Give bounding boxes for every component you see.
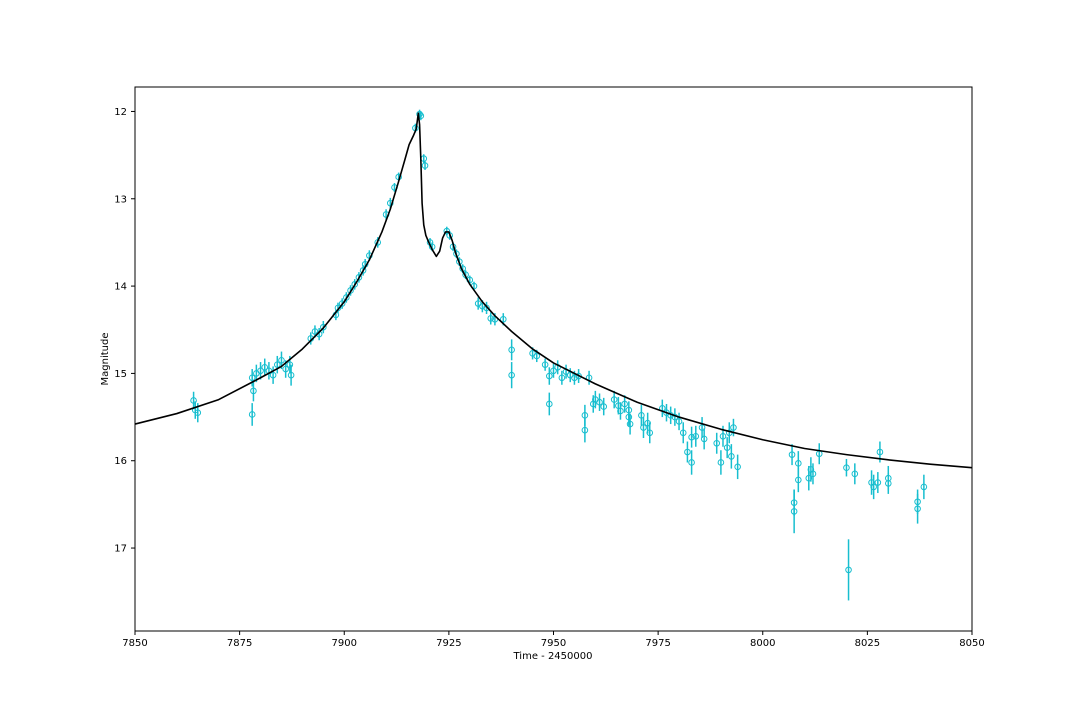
x-tick-label: 8050 [959, 638, 984, 649]
y-axis-label: Magnitude [100, 333, 111, 386]
plot-background [135, 87, 972, 631]
y-tick-label: 12 [114, 107, 127, 118]
x-tick-label: 8000 [750, 638, 775, 649]
x-tick-label: 7850 [122, 638, 147, 649]
x-tick-label: 7875 [227, 638, 252, 649]
y-tick-label: 15 [114, 369, 127, 380]
y-axis-ticks: 12 13 14 15 16 17 [114, 107, 135, 555]
x-tick-label: 7925 [436, 638, 461, 649]
x-tick-label: 7975 [645, 638, 670, 649]
x-tick-label: 7950 [541, 638, 566, 649]
y-tick-label: 14 [114, 282, 127, 293]
x-axis-ticks: 7850 7875 7900 7925 7950 7975 8000 8025 8050 [122, 631, 984, 649]
y-tick-label: 13 [114, 194, 127, 205]
x-tick-label: 7900 [332, 638, 357, 649]
x-tick-label: 8025 [855, 638, 880, 649]
x-axis-label: Time - 2450000 [513, 651, 593, 662]
y-tick-label: 17 [114, 544, 127, 555]
y-tick-label: 16 [114, 456, 127, 467]
